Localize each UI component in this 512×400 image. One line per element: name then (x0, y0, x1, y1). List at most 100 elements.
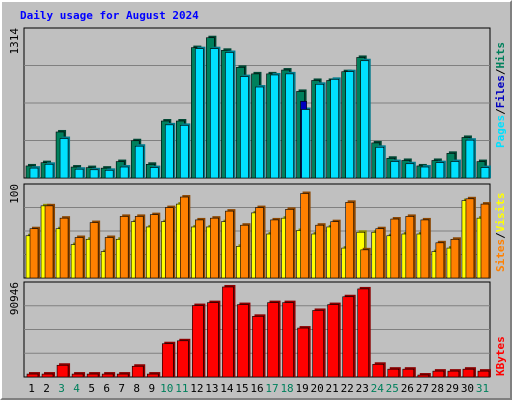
x-tick-day-5: 5 (88, 382, 95, 395)
kbytes-bar-day-6 (101, 373, 114, 378)
files-bar-day-25 (390, 161, 400, 179)
x-tick-day-25: 25 (386, 382, 399, 395)
sites-bar-day-4 (74, 237, 84, 279)
sites-bar-day-31 (480, 203, 490, 279)
kbytes-bar-day-29 (447, 370, 460, 378)
x-tick-day-4: 4 (73, 382, 80, 395)
kbytes-bar-day-5 (86, 373, 99, 378)
files-bar-day-4 (74, 168, 84, 179)
sites-bar-day-25 (390, 218, 400, 279)
sites-bar-day-6 (104, 237, 114, 279)
files-bar-day-15 (240, 76, 249, 179)
y-max-label-hits: 1314 (8, 28, 21, 55)
kbytes-bar-day-18 (282, 302, 294, 378)
files-bar-day-10 (164, 124, 174, 179)
x-tick-day-31: 31 (476, 382, 489, 395)
files-bar-day-28 (435, 162, 445, 179)
x-tick-day-16: 16 (250, 382, 263, 395)
files-bar-day-5 (89, 169, 99, 179)
kbytes-bar-day-11 (177, 340, 189, 378)
kbytes-bar-day-10 (161, 343, 174, 378)
sites-bar-day-13 (210, 217, 219, 279)
files-bar-day-31 (480, 167, 490, 179)
files-bar-day-16 (255, 86, 264, 179)
sites-bar-day-1 (29, 228, 39, 279)
x-tick-day-20: 20 (311, 382, 324, 395)
kbytes-bar-day-27 (417, 374, 430, 378)
x-tick-day-12: 12 (190, 382, 203, 395)
legend-hits-files-pages: Pages/Files/Hits (494, 42, 507, 148)
sites-bar-day-3 (59, 217, 69, 279)
sites-bar-day-24 (375, 228, 385, 279)
kbytes-bar-day-21 (327, 304, 339, 378)
legend-sites-visits: Sites/Visits (494, 193, 507, 273)
sites-bar-day-27 (420, 219, 430, 279)
sites-bar-day-10 (164, 207, 174, 279)
x-tick-day-15: 15 (235, 382, 248, 395)
kbytes-bar-day-17 (267, 302, 279, 378)
x-tick-day-29: 29 (446, 382, 459, 395)
x-tick-day-11: 11 (175, 382, 188, 395)
sites-bar-day-21 (330, 221, 339, 279)
legend-sites-visits-part-2: / (494, 232, 507, 239)
legend-kbytes: KBytes (494, 336, 507, 376)
x-tick-day-6: 6 (103, 382, 110, 395)
files-bar-day-3 (59, 138, 69, 179)
files-bar-day-6 (104, 170, 114, 179)
kbytes-bar-day-16 (252, 316, 264, 378)
legend-hits-files-pages-part-5: Hits (494, 42, 507, 69)
kbytes-bar-day-4 (71, 373, 84, 378)
legend-sites-visits-part-3: Visits (494, 193, 507, 233)
y-max-label-kbytes: 90946 (8, 282, 21, 315)
x-tick-day-26: 26 (401, 382, 414, 395)
sites-bar-day-2 (44, 205, 54, 279)
legend-hits-files-pages-part-2: / (494, 108, 507, 115)
kbytes-bar-day-22 (342, 296, 354, 378)
files-bar-day-21 (330, 79, 339, 179)
sites-bar-day-28 (435, 242, 445, 279)
kbytes-bar-day-23 (357, 288, 370, 378)
x-tick-day-3: 3 (58, 382, 65, 395)
kbytes-bar-day-1 (26, 373, 39, 378)
kbytes-bar-day-28 (432, 370, 445, 378)
kbytes-bar-day-8 (131, 365, 144, 378)
files-bar-day-9 (149, 167, 159, 179)
sites-bar-day-17 (270, 219, 279, 279)
legend-kbytes-part-1: KBytes (494, 336, 507, 376)
files-bar-day-26 (405, 163, 415, 179)
x-tick-day-10: 10 (160, 382, 173, 395)
x-tick-day-21: 21 (326, 382, 339, 395)
sites-bar-day-22 (345, 202, 354, 279)
files-bar-day-23 (360, 60, 370, 179)
files-bar-day-14 (225, 52, 234, 179)
files-bar-day-29 (450, 161, 460, 179)
files-bar-day-8 (134, 145, 144, 179)
files-bar-day-2 (44, 164, 54, 179)
sites-bar-day-16 (255, 207, 264, 279)
sites-bar-day-7 (119, 216, 129, 279)
sites-bar-day-19 (300, 193, 309, 279)
sites-bar-day-14 (225, 210, 234, 279)
x-tick-day-18: 18 (280, 382, 293, 395)
x-tick-day-17: 17 (265, 382, 278, 395)
sites-bar-day-20 (315, 224, 324, 279)
x-tick-day-23: 23 (356, 382, 369, 395)
x-tick-day-13: 13 (205, 382, 218, 395)
sites-bar-day-30 (465, 198, 475, 279)
files-bar-day-27 (420, 166, 430, 179)
files-bar-day-1 (29, 167, 39, 179)
x-tick-day-22: 22 (341, 382, 354, 395)
x-tick-day-30: 30 (461, 382, 474, 395)
x-tick-day-28: 28 (431, 382, 444, 395)
kbytes-bar-day-12 (192, 305, 204, 378)
x-tick-day-14: 14 (220, 382, 234, 395)
kbytes-bar-day-7 (116, 373, 129, 378)
sites-bar-day-23 (360, 249, 370, 279)
sites-bar-day-8 (134, 216, 144, 279)
y-max-label-visits: 100 (8, 184, 21, 204)
kbytes-bar-day-15 (237, 304, 249, 378)
kbytes-bar-day-30 (462, 368, 475, 378)
files-bar-day-19-front (301, 109, 310, 179)
sites-bar-day-26 (405, 216, 415, 279)
